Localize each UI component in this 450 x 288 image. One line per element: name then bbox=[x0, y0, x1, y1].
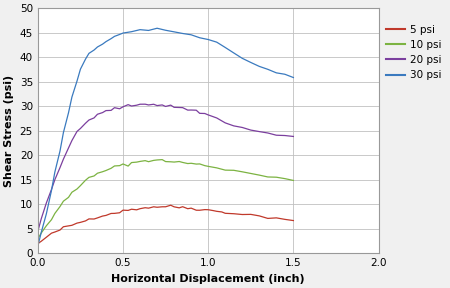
5 psi bbox=[163, 205, 168, 209]
20 psi bbox=[143, 103, 148, 106]
30 psi bbox=[117, 33, 122, 36]
30 psi bbox=[223, 46, 228, 49]
Line: 10 psi: 10 psi bbox=[38, 160, 293, 239]
30 psi bbox=[69, 95, 75, 99]
20 psi bbox=[180, 106, 185, 109]
5 psi bbox=[211, 209, 216, 212]
30 psi bbox=[282, 73, 288, 76]
30 psi bbox=[112, 35, 117, 38]
30 psi bbox=[39, 231, 44, 234]
30 psi bbox=[137, 28, 143, 31]
Y-axis label: Shear Stress (psi): Shear Stress (psi) bbox=[4, 75, 14, 187]
30 psi bbox=[74, 79, 80, 83]
30 psi bbox=[239, 57, 245, 60]
30 psi bbox=[49, 189, 54, 192]
5 psi bbox=[180, 205, 185, 209]
30 psi bbox=[104, 40, 109, 43]
30 psi bbox=[91, 48, 97, 52]
5 psi bbox=[248, 213, 253, 216]
10 psi bbox=[83, 179, 88, 182]
20 psi bbox=[100, 111, 105, 114]
5 psi bbox=[291, 219, 296, 222]
30 psi bbox=[120, 31, 126, 35]
30 psi bbox=[256, 65, 262, 68]
30 psi bbox=[78, 67, 83, 71]
20 psi bbox=[83, 122, 88, 125]
30 psi bbox=[95, 45, 100, 49]
30 psi bbox=[171, 30, 177, 34]
10 psi bbox=[35, 237, 40, 240]
30 psi bbox=[66, 111, 71, 115]
30 psi bbox=[86, 52, 92, 55]
5 psi bbox=[168, 204, 173, 207]
20 psi bbox=[291, 135, 296, 138]
10 psi bbox=[100, 170, 105, 173]
10 psi bbox=[282, 177, 288, 180]
30 psi bbox=[206, 38, 211, 41]
30 psi bbox=[180, 32, 185, 35]
Line: 20 psi: 20 psi bbox=[38, 104, 293, 231]
X-axis label: Horizontal Displacement (inch): Horizontal Displacement (inch) bbox=[112, 274, 305, 284]
10 psi bbox=[291, 179, 296, 182]
30 psi bbox=[35, 244, 40, 248]
Line: 5 psi: 5 psi bbox=[38, 205, 293, 244]
10 psi bbox=[194, 162, 199, 166]
30 psi bbox=[108, 37, 114, 40]
30 psi bbox=[197, 36, 202, 39]
30 psi bbox=[163, 29, 168, 32]
30 psi bbox=[154, 26, 160, 30]
5 psi bbox=[95, 216, 100, 220]
10 psi bbox=[180, 161, 185, 164]
10 psi bbox=[159, 158, 165, 161]
30 psi bbox=[265, 68, 270, 71]
30 psi bbox=[291, 76, 296, 79]
30 psi bbox=[61, 131, 66, 134]
30 psi bbox=[214, 40, 220, 44]
20 psi bbox=[35, 230, 40, 233]
30 psi bbox=[52, 170, 58, 174]
30 psi bbox=[274, 71, 279, 75]
20 psi bbox=[194, 109, 199, 112]
30 psi bbox=[83, 57, 88, 61]
5 psi bbox=[35, 242, 40, 245]
10 psi bbox=[104, 169, 109, 172]
20 psi bbox=[282, 134, 288, 137]
20 psi bbox=[104, 109, 109, 112]
30 psi bbox=[57, 149, 63, 153]
Line: 30 psi: 30 psi bbox=[38, 28, 293, 246]
30 psi bbox=[44, 212, 49, 215]
Legend: 5 psi, 10 psi, 20 psi, 30 psi: 5 psi, 10 psi, 20 psi, 30 psi bbox=[382, 20, 446, 84]
5 psi bbox=[171, 205, 177, 209]
30 psi bbox=[189, 33, 194, 37]
30 psi bbox=[129, 30, 134, 33]
30 psi bbox=[231, 51, 236, 55]
30 psi bbox=[248, 61, 253, 64]
30 psi bbox=[100, 42, 105, 46]
30 psi bbox=[146, 29, 151, 32]
